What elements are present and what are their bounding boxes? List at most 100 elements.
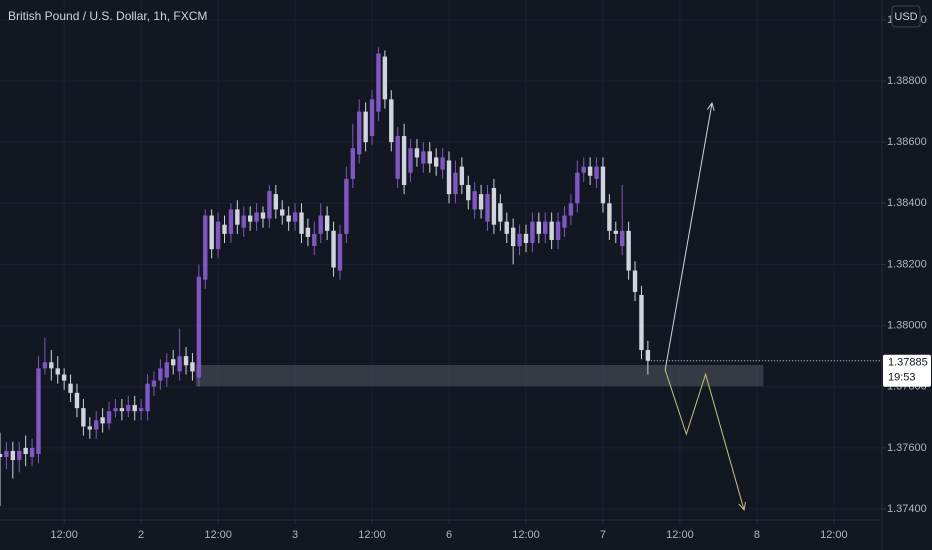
x-tick-label: 12:00 xyxy=(358,529,386,541)
candle-body xyxy=(498,203,503,222)
projection-line xyxy=(664,369,745,511)
y-tick-label: 1.38800 xyxy=(887,75,927,87)
candle-body xyxy=(247,215,253,222)
candle-body xyxy=(414,148,420,158)
candle-body xyxy=(510,227,516,247)
candle-body xyxy=(491,188,497,225)
candle-body xyxy=(312,233,317,247)
candle-body xyxy=(478,194,484,210)
candle-body xyxy=(164,362,169,378)
x-tick-label: 12:00 xyxy=(204,529,232,541)
candle-body xyxy=(562,215,567,228)
candle-body xyxy=(331,230,336,268)
candle-body xyxy=(29,447,35,458)
x-tick-label: 3 xyxy=(292,529,298,541)
candle-body xyxy=(357,111,362,155)
candle-body xyxy=(4,450,9,458)
candle-body xyxy=(523,233,529,244)
candle-body xyxy=(151,380,157,387)
last-price-box xyxy=(883,354,931,387)
x-tick-label: 12:00 xyxy=(50,529,78,541)
candle-body xyxy=(138,408,144,412)
candle-body xyxy=(55,368,60,375)
x-tick-label: 12:00 xyxy=(820,529,848,541)
candle-body xyxy=(389,99,394,143)
candle-body xyxy=(517,233,522,247)
candle-body xyxy=(10,450,16,461)
candle-body xyxy=(241,215,246,228)
candle-body xyxy=(228,209,234,234)
candle-body xyxy=(49,362,54,369)
x-tick-label: 6 xyxy=(446,529,452,541)
countdown-label: 19:53 xyxy=(888,372,916,384)
candle-body xyxy=(177,356,182,372)
candle-body xyxy=(0,453,3,458)
projection-line xyxy=(664,102,713,370)
candle-body xyxy=(94,420,99,430)
candle-body xyxy=(145,383,150,412)
candle-body xyxy=(126,405,131,412)
arrow-head xyxy=(738,501,746,512)
candle-body xyxy=(324,215,330,231)
candle-body xyxy=(594,166,599,179)
candle-body xyxy=(318,215,323,234)
candle-body xyxy=(459,166,465,185)
candle-body xyxy=(36,368,41,454)
currency-badge xyxy=(891,5,921,28)
candle-body xyxy=(87,426,93,430)
candle-body xyxy=(132,405,137,412)
candle-body xyxy=(350,148,355,179)
candle-body xyxy=(466,184,471,201)
candle-body xyxy=(421,151,426,164)
candle-body xyxy=(158,368,163,381)
candle-body xyxy=(215,221,221,250)
candle-body xyxy=(530,221,535,244)
candle-body xyxy=(260,212,266,219)
y-tick-label: 1.38000 xyxy=(887,319,927,331)
support-zone xyxy=(195,365,764,387)
candle-body xyxy=(23,447,28,454)
candle-body xyxy=(568,203,574,216)
candle-body xyxy=(17,450,22,461)
candle-body xyxy=(626,230,631,271)
plot-area xyxy=(0,0,882,520)
candle-body xyxy=(485,194,490,222)
y-tick-label: 1.37600 xyxy=(887,442,927,454)
candle-body xyxy=(600,166,606,204)
candle-body xyxy=(100,417,105,424)
candle-body xyxy=(113,408,118,412)
currency-label: USD xyxy=(894,11,917,23)
x-tick-label: 7 xyxy=(600,529,606,541)
y-tick-label: 1.38200 xyxy=(887,258,927,270)
candle-body xyxy=(305,227,311,237)
candle-body xyxy=(549,221,554,240)
candle-body xyxy=(299,212,304,234)
candle-body xyxy=(292,212,298,222)
candle-body xyxy=(504,221,509,234)
y-tick-label: 1.38600 xyxy=(887,136,927,148)
candle-body xyxy=(369,99,375,137)
candle-body xyxy=(273,194,279,210)
candle-body xyxy=(222,224,227,234)
candle-body xyxy=(81,408,86,427)
candle-body xyxy=(401,136,407,185)
candle-body xyxy=(587,166,593,176)
y-tick-label: 1.38400 xyxy=(887,197,927,209)
last-price-label: 1.37885 xyxy=(888,357,928,369)
candle-body xyxy=(613,230,618,234)
candle-body xyxy=(440,157,445,170)
candle-body xyxy=(536,221,542,234)
candle-body xyxy=(581,166,586,173)
candle-body xyxy=(267,191,272,219)
candle-body xyxy=(363,111,368,143)
candle-body xyxy=(254,212,259,222)
candle-body xyxy=(280,209,285,216)
candle-body xyxy=(575,172,580,204)
candle-body xyxy=(639,295,644,351)
x-tick-label: 2 xyxy=(138,529,144,541)
candle-body xyxy=(209,215,214,250)
chart-title: British Pound / U.S. Dollar, 1h, FXCM xyxy=(8,9,207,23)
candle-body xyxy=(555,221,561,240)
